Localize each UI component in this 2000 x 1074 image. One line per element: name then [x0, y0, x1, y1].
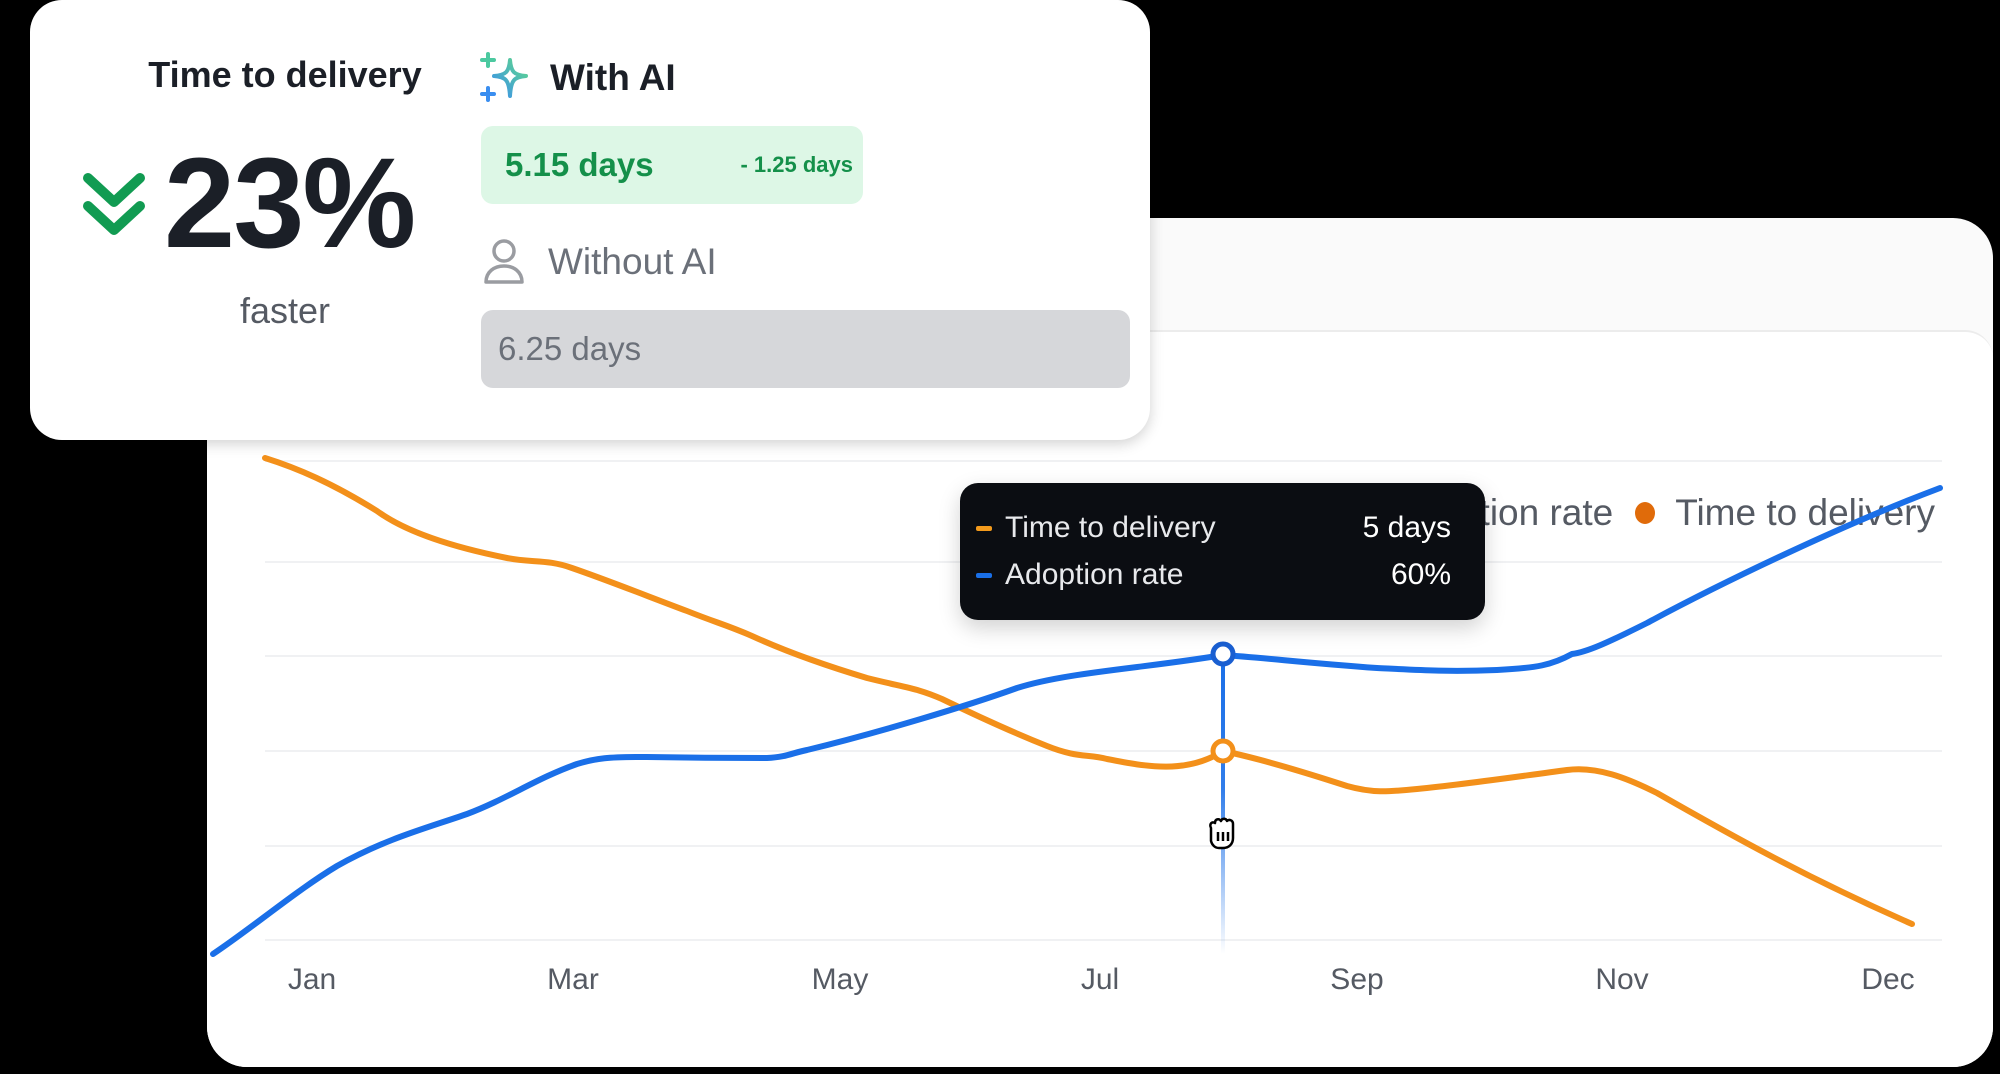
series-adoption-rate-line [210, 485, 1943, 957]
x-tick-label: Jan [287, 963, 337, 996]
tooltip-row-adoption-rate: Adoption rate 60% [976, 555, 1451, 595]
kpi-metric: 23% [78, 132, 416, 275]
without-ai-value-box: 6.25 days [481, 310, 1130, 388]
tooltip-label: Adoption rate [1005, 558, 1184, 591]
x-tick-label: Jul [1080, 963, 1120, 996]
kpi-title: Time to delivery [148, 54, 422, 95]
without-ai-header: Without AI [482, 238, 717, 286]
with-ai-value-box: 5.15 days - 1.25 days [481, 126, 863, 204]
x-tick-label: Sep [1330, 963, 1384, 996]
with-ai-value: 5.15 days [505, 146, 654, 183]
with-ai-header: With AI [480, 52, 676, 104]
without-ai-label: Without AI [548, 241, 717, 282]
x-tick-label: Dec [1861, 963, 1915, 996]
legend-dot-icon [1635, 502, 1656, 524]
without-ai-value: 6.25 days [498, 330, 642, 367]
legend-item-time-to-delivery[interactable]: Time to delivery [1635, 492, 1935, 534]
hover-point-time-to-delivery [1210, 738, 1236, 764]
with-ai-label: With AI [550, 57, 676, 98]
hover-point-adoption-rate [1210, 641, 1236, 667]
x-tick-label: Mar [547, 963, 599, 996]
tooltip-label: Time to delivery [1005, 511, 1216, 544]
tooltip-value: 60% [1390, 558, 1451, 591]
user-icon [484, 239, 524, 284]
gridlines [265, 460, 1942, 941]
kpi-subtitle: faster [239, 290, 331, 331]
chart-panel: Adoption rate Time to delivery [207, 330, 1993, 1067]
kpi-value: 23% [164, 132, 416, 275]
tooltip-row-time-to-delivery: Time to delivery 5 days [976, 508, 1451, 548]
kpi-card: Time to delivery 23% faster With AI 5.15… [30, 0, 1150, 440]
tooltip-value: 5 days [1362, 511, 1451, 544]
chart-legend: Adoption rate Time to delivery [1353, 492, 1935, 534]
x-tick-label: Nov [1595, 963, 1649, 996]
double-chevron-down-icon [83, 173, 145, 235]
legend-label: Time to delivery [1675, 492, 1935, 533]
tooltip-swatch-icon [976, 525, 992, 531]
tooltip-swatch-icon [976, 572, 992, 578]
series-time-to-delivery-line [262, 455, 1915, 927]
sparkle-icon [480, 52, 528, 102]
grab-cursor-icon [1209, 817, 1235, 850]
x-axis-labels: Jan Mar May Jul Sep Nov Dec [207, 963, 1993, 1003]
hover-guide-line [1221, 654, 1225, 954]
x-tick-label: May [811, 963, 869, 996]
chart-tooltip: Time to delivery 5 days Adoption rate 60… [960, 483, 1485, 620]
with-ai-delta: - 1.25 days [740, 152, 853, 177]
line-chart[interactable] [207, 218, 1993, 1067]
